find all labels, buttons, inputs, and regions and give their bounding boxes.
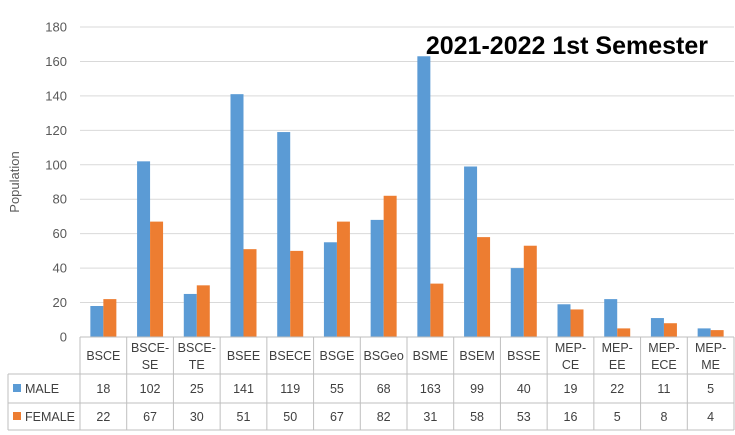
bar-male	[417, 56, 431, 338]
data-label: 163	[420, 382, 441, 396]
bar-female	[570, 309, 584, 337]
x-tick-label: BSECE	[269, 349, 311, 363]
y-tick-label: 140	[45, 88, 67, 103]
data-label: 11	[657, 382, 670, 396]
x-tick-label: MEP-EE	[602, 341, 633, 372]
y-tick-label: 60	[53, 226, 67, 241]
bar-male	[277, 132, 291, 337]
bar-male	[650, 318, 664, 337]
bar-male	[510, 268, 524, 337]
y-tick-label: 100	[45, 157, 67, 172]
data-label: 68	[377, 382, 391, 396]
gridlines: 0 20 40 60 80 100 120 140 160 180	[45, 20, 734, 345]
data-label: 5	[614, 410, 621, 424]
legend-label-male: MALE	[25, 382, 59, 396]
chart-title: 2021-2022 1st Semester	[426, 32, 708, 60]
x-tick-label: BSCE	[86, 349, 120, 363]
x-tick-label: BSCE-SE	[131, 341, 169, 372]
bar-female	[710, 330, 724, 337]
bar-female	[196, 285, 210, 337]
data-label: 8	[660, 410, 667, 424]
data-label: 5	[707, 382, 714, 396]
bar-male	[323, 242, 337, 337]
x-tick-label: MEP-ME	[695, 341, 726, 372]
bar-male	[230, 94, 244, 338]
data-label: 53	[517, 410, 531, 424]
bar-female	[617, 328, 631, 337]
data-label: 25	[190, 382, 204, 396]
data-label: 19	[564, 382, 578, 396]
data-label: 22	[610, 382, 624, 396]
data-label: 58	[470, 410, 484, 424]
y-tick-label: 40	[53, 261, 67, 276]
bar-female	[477, 237, 491, 337]
data-table: BSCE BSCE-SE BSCE-TE BSEE BSECE BSGE BSGeo BSME…	[7, 336, 735, 431]
bar-female	[103, 299, 117, 337]
y-tick-label: 180	[45, 20, 67, 35]
bar-female	[383, 195, 397, 337]
bar-female	[290, 250, 304, 337]
x-tick-label: MEP-CE	[555, 341, 586, 372]
legend-key-male	[13, 384, 21, 392]
x-tick-label: BSGeo	[363, 349, 403, 363]
y-tick-label: 160	[45, 54, 67, 69]
data-label: 55	[330, 382, 344, 396]
data-label: 40	[517, 382, 531, 396]
data-label: 30	[190, 410, 204, 424]
data-label: 99	[470, 382, 484, 396]
bar-female	[663, 323, 677, 337]
data-label: 119	[280, 382, 300, 396]
x-tick-label: BSEM	[459, 349, 494, 363]
legend-key-female	[13, 412, 21, 420]
y-axis-label: Population	[7, 151, 22, 212]
data-label: 22	[96, 410, 110, 424]
bars	[90, 56, 724, 338]
data-label: 51	[237, 410, 251, 424]
data-label: 50	[283, 410, 297, 424]
x-tick-label: BSCE-TE	[178, 341, 216, 372]
y-tick-label: 120	[45, 123, 67, 138]
bar-female	[523, 245, 537, 337]
bar-male	[137, 161, 151, 337]
x-tick-label: BSEE	[227, 349, 260, 363]
bar-male	[697, 328, 711, 337]
bar-female	[150, 221, 164, 337]
bar-male	[90, 306, 104, 337]
y-tick-label: 20	[53, 295, 67, 310]
x-tick-label: BSGE	[320, 349, 355, 363]
x-tick-label: BSSE	[507, 349, 540, 363]
bar-male	[464, 166, 478, 337]
data-label: 4	[707, 410, 714, 424]
data-label: 16	[564, 410, 578, 424]
data-label: 31	[423, 410, 437, 424]
bar-female	[243, 249, 257, 337]
data-label: 67	[330, 410, 344, 424]
y-tick-label: 0	[60, 330, 67, 345]
x-tick-label: MEP-ECE	[648, 341, 679, 372]
bar-female	[336, 221, 350, 337]
data-label: 82	[377, 410, 391, 424]
data-label: 67	[143, 410, 157, 424]
data-label: 141	[233, 382, 254, 396]
data-label: 18	[96, 382, 110, 396]
legend-label-female: FEMALE	[25, 410, 75, 424]
bar-male	[604, 299, 618, 337]
bar-male	[557, 304, 571, 337]
bar-male	[370, 219, 384, 337]
y-tick-label: 80	[53, 192, 67, 207]
x-tick-label: BSME	[413, 349, 448, 363]
bar-female	[430, 283, 444, 337]
bar-male	[183, 293, 197, 337]
data-label: 102	[140, 382, 161, 396]
